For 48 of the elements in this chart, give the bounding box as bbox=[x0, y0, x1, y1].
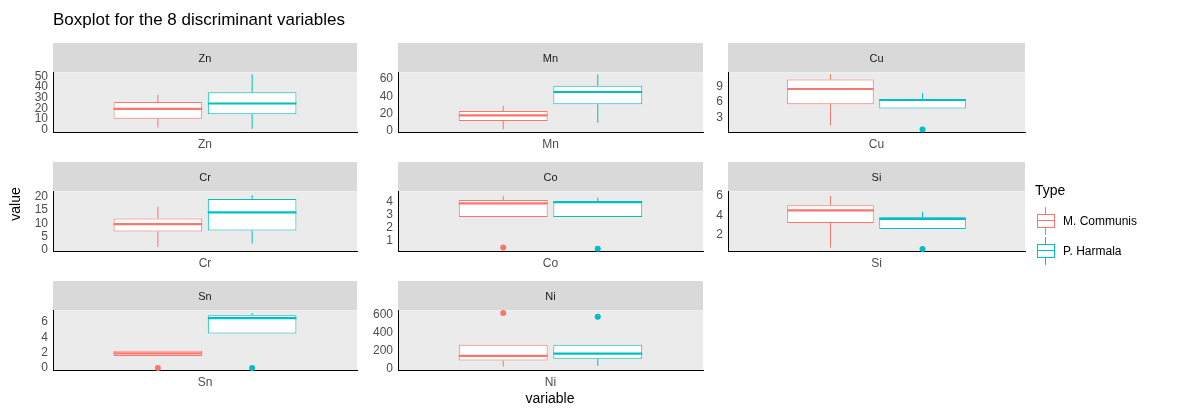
y-tick-label: 5 bbox=[41, 228, 49, 243]
y-tick-label: 10 bbox=[34, 215, 49, 230]
chart-title: Zn bbox=[53, 43, 357, 72]
x-tick-label: Mn bbox=[542, 136, 559, 151]
legend-label: M. Communis bbox=[1063, 214, 1138, 228]
y-tick-label: 400 bbox=[372, 324, 394, 339]
y-tick-label: 0 bbox=[41, 122, 49, 137]
y-tick-label: 0 bbox=[386, 123, 394, 138]
chart-title: Mn bbox=[398, 43, 703, 72]
text: Boxplot for the 8 discriminant variables bbox=[53, 10, 345, 30]
y-tick-label: 2 bbox=[716, 226, 724, 241]
x-tick-label: Si bbox=[871, 255, 882, 270]
y-tick-label: 2 bbox=[41, 344, 49, 359]
x-tick-label: Cr bbox=[198, 255, 212, 270]
y-tick-label: 15 bbox=[34, 202, 49, 217]
x-tick-label: Cu bbox=[868, 136, 885, 151]
y-tick-label: 0 bbox=[41, 242, 49, 257]
y-tick-label: 4 bbox=[386, 194, 394, 209]
chart-title: Cr bbox=[53, 162, 357, 191]
y-tick-label: 200 bbox=[372, 342, 394, 357]
legend-title: Type bbox=[1035, 182, 1067, 198]
y-tick-label: 60 bbox=[379, 71, 394, 86]
chart-title: Ni bbox=[398, 281, 703, 310]
text: variable bbox=[524, 390, 576, 406]
x-tick-label: Co bbox=[542, 255, 559, 270]
y-tick-label: 6 bbox=[41, 314, 49, 329]
y-tick-label: 0 bbox=[41, 360, 49, 375]
x-tick-label: Zn bbox=[197, 136, 213, 151]
y-tick-label: 20 bbox=[379, 105, 394, 120]
chart-title: Si bbox=[728, 162, 1025, 191]
chart-title: Sn bbox=[53, 281, 357, 310]
chart-title: Cu bbox=[728, 43, 1025, 72]
chart-title: Co bbox=[398, 162, 703, 191]
y-tick-label: 6 bbox=[716, 188, 724, 203]
y-tick-label: 3 bbox=[716, 110, 724, 125]
y-tick-label: 6 bbox=[716, 94, 724, 109]
y-tick-label: 1 bbox=[386, 232, 394, 247]
y-tick-label: 20 bbox=[34, 188, 49, 203]
legend-label: P. Harmala bbox=[1063, 244, 1122, 258]
y-tick-label: 9 bbox=[716, 78, 724, 93]
y-tick-label: 4 bbox=[41, 329, 49, 344]
y-tick-label: 2 bbox=[386, 219, 394, 234]
y-tick-label: 4 bbox=[716, 207, 724, 222]
y-tick-label: 0 bbox=[386, 360, 394, 375]
y-tick-label: 40 bbox=[379, 88, 394, 103]
y-tick-label: 600 bbox=[372, 306, 394, 321]
y-tick-label: 3 bbox=[386, 207, 394, 222]
text: value bbox=[7, 186, 23, 223]
